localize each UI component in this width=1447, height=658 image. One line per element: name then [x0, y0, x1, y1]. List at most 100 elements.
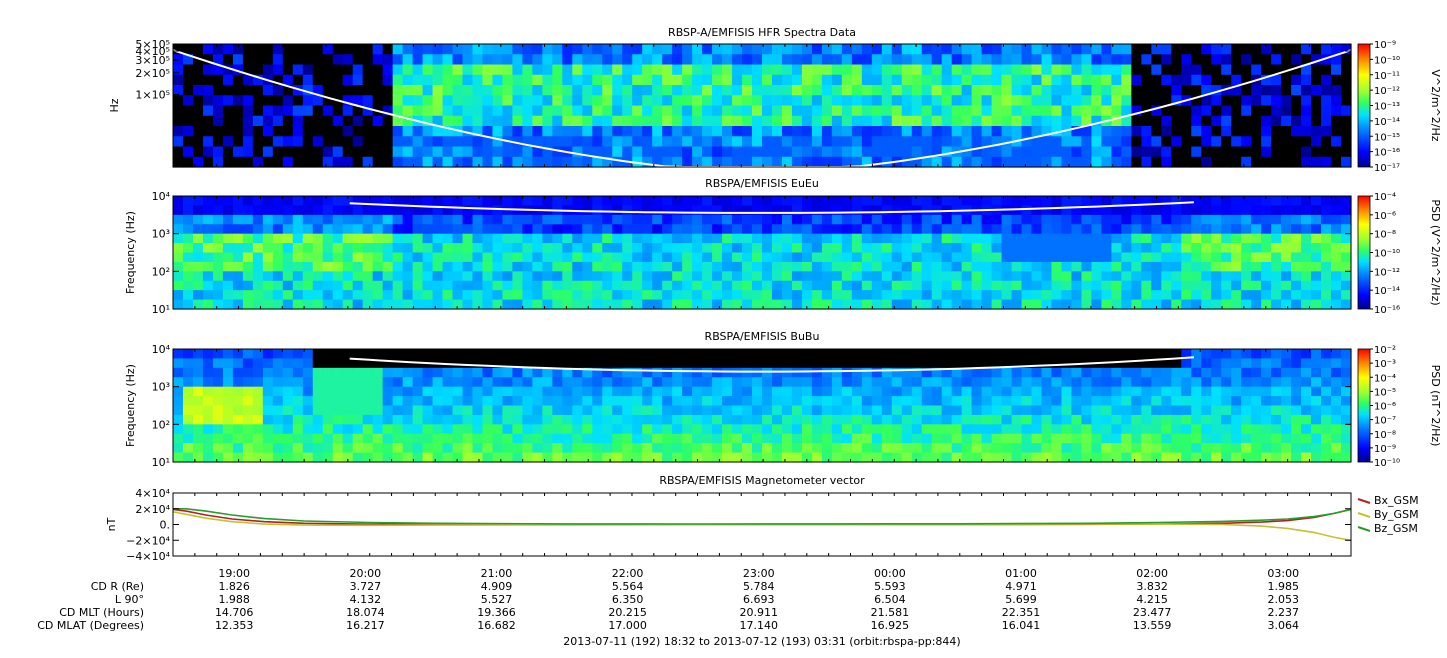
ephemeris-value: 20.215 [608, 606, 647, 619]
colorbar-tick-label: 10⁻¹² [1374, 86, 1400, 97]
ephemeris-table: CD R (Re) 1.826 3.727 4.909 5.564 5.784 5.593 4… [37, 580, 1299, 632]
ephemeris-value: 12.353 [215, 619, 254, 632]
bubu-y-ticks: 10⁴ 10³ 10² 10¹ [152, 343, 1351, 469]
ephemeris-value: 22.351 [1002, 606, 1041, 619]
ephemeris-value: 6.504 [874, 593, 906, 606]
colorbar-tick-label: 10⁻¹⁷ [1374, 163, 1400, 174]
y-tick-label: 10² [152, 265, 170, 278]
ephemeris-value: 18.074 [346, 606, 385, 619]
eueu-colorbar-label: PSD (V^2/m^2/Hz) [1429, 199, 1442, 305]
time-tick-label: 20:00 [349, 567, 381, 580]
ephemeris-row-label: L 90° [115, 593, 144, 606]
ephemeris-value: 4.909 [481, 580, 513, 593]
colorbar-tick-label: 10⁻⁹ [1374, 444, 1396, 455]
ephemeris-value: 16.217 [346, 619, 385, 632]
colorbar-tick-label: 10⁻¹⁶ [1374, 305, 1400, 316]
ephemeris-value: 5.784 [743, 580, 775, 593]
ephemeris-value: 1.826 [218, 580, 250, 593]
y-tick-label: 5×10⁵ [135, 38, 170, 51]
legend-swatch [1357, 526, 1371, 532]
time-tick-label: 00:00 [874, 567, 906, 580]
magnetometer-y-ticks: 4×10⁴ 2×10⁴ 0. −2×10⁴ −4×10⁴ [126, 487, 1351, 563]
legend-entry: Bx_GSM [1374, 494, 1419, 507]
ephemeris-value: 23.477 [1133, 606, 1172, 619]
y-tick-label: 10¹ [152, 456, 170, 469]
y-tick-label: 4×10⁵ [135, 45, 170, 58]
eueu-colorbar: 10⁻⁴ 10⁻⁶ 10⁻⁸ 10⁻¹⁰ 10⁻¹² 10⁻¹⁴ 10⁻¹⁶ [1357, 192, 1400, 316]
colorbar-tick-label: 10⁻⁶ [1374, 402, 1396, 413]
time-tick-label: 21:00 [481, 567, 513, 580]
ephemeris-value: 16.925 [871, 619, 910, 632]
bubu-colorbar: 10⁻² 10⁻³ 10⁻⁴ 10⁻⁵ 10⁻⁶ 10⁻⁷ 10⁻⁸ 10⁻⁹ 10⁻¹⁰ [1357, 345, 1400, 469]
ephemeris-value: 16.041 [1002, 619, 1041, 632]
ephemeris-value: 5.527 [481, 593, 513, 606]
ephemeris-value: 6.350 [612, 593, 644, 606]
ephemeris-row-label: CD R (Re) [91, 580, 144, 593]
ephemeris-value: 4.215 [1136, 593, 1168, 606]
time-axis-labels: 19:00 20:00 21:00 22:00 23:00 00:00 01:00 02:00… [218, 567, 1299, 580]
bubu-panel-title: RBSPA/EMFISIS BuBu [705, 330, 820, 343]
colorbar-tick-label: 10⁻¹⁰ [1374, 249, 1400, 260]
y-tick-label: 10⁴ [152, 343, 171, 356]
y-tick-label: 0. [160, 519, 171, 532]
eueu-spectrogram [173, 196, 1352, 310]
y-tick-label: 1×10⁵ [135, 89, 170, 102]
colorbar-tick-label: 10⁻⁷ [1374, 416, 1396, 427]
hfr-colorbar-label: V^2/m^2/Hz [1429, 69, 1442, 141]
time-tick-label: 01:00 [1005, 567, 1037, 580]
ephemeris-value: 5.564 [612, 580, 644, 593]
ephemeris-value: 4.971 [1005, 580, 1037, 593]
hfr-plot-frame [172, 43, 1352, 168]
time-tick-label: 03:00 [1267, 567, 1299, 580]
y-tick-label: 10² [152, 418, 170, 431]
colorbar-tick-label: 10⁻⁹ [1374, 40, 1396, 51]
eueu-plot-frame [172, 195, 1352, 310]
colorbar-tick-label: 10⁻¹³ [1374, 102, 1400, 113]
y-tick-label: 10¹ [152, 303, 170, 316]
ephemeris-value: 17.000 [608, 619, 647, 632]
series-line-Bz_GSM [173, 508, 1351, 525]
bubu-cyclotron-line [349, 356, 1194, 373]
magnetometer-y-axis-label: nT [105, 517, 118, 531]
ephemeris-value: 5.699 [1005, 593, 1037, 606]
ephemeris-value: 16.682 [477, 619, 516, 632]
legend-swatch [1357, 512, 1371, 518]
eueu-x-ticks [172, 196, 1332, 309]
ephemeris-value: 13.559 [1133, 619, 1172, 632]
hfr-panel-title: RBSP-A/EMFISIS HFR Spectra Data [668, 26, 856, 39]
hfr-y-axis-label: Hz [108, 98, 121, 112]
legend-swatch [1357, 498, 1371, 504]
time-tick-label: 23:00 [743, 567, 775, 580]
hfr-colorbar: 10⁻⁹ 10⁻¹⁰ 10⁻¹¹ 10⁻¹² 10⁻¹³ 10⁻¹⁴ 10⁻¹⁵ 10⁻¹⁶ 1… [1357, 40, 1400, 174]
ephemeris-value: 21.581 [871, 606, 910, 619]
ephemeris-value: 3.064 [1268, 619, 1300, 632]
magnetometer-series [172, 508, 1351, 542]
magnetometer-x-ticks [172, 493, 1332, 556]
colorbar-tick-label: 10⁻¹¹ [1374, 71, 1400, 82]
time-tick-label: 02:00 [1136, 567, 1168, 580]
y-tick-label: 2×10⁴ [135, 503, 170, 516]
eueu-y-axis-label: Frequency (Hz) [124, 211, 137, 294]
ephemeris-value: 14.706 [215, 606, 254, 619]
colorbar-tick-label: 10⁻¹⁴ [1374, 117, 1400, 128]
bubu-plot-frame [172, 348, 1352, 463]
hfr-x-ticks [172, 44, 1332, 167]
y-tick-label: −2×10⁴ [126, 534, 170, 547]
series-line-By_GSM [172, 511, 1351, 542]
colorbar-tick-label: 10⁻¹⁵ [1374, 132, 1400, 143]
colorbar-tick-label: 10⁻⁴ [1374, 192, 1396, 203]
ephemeris-value: 5.593 [874, 580, 906, 593]
bubu-x-ticks [172, 349, 1332, 462]
colorbar-tick-label: 10⁻¹² [1374, 267, 1400, 278]
colorbar-tick-label: 10⁻³ [1374, 359, 1396, 370]
ephemeris-value: 3.832 [1136, 580, 1168, 593]
ephemeris-row-label: CD MLT (Hours) [59, 606, 144, 619]
eueu-y-ticks: 10⁴ 10³ 10² 10¹ [152, 190, 1351, 316]
ephemeris-row-label: CD MLAT (Degrees) [37, 619, 144, 632]
y-tick-label: 3×10⁵ [135, 54, 170, 67]
bubu-panel: RBSPA/EMFISIS BuBu 10⁴ 10³ 10² 10¹ Frequenc… [124, 330, 1442, 469]
y-tick-label: −4×10⁴ [126, 550, 170, 563]
